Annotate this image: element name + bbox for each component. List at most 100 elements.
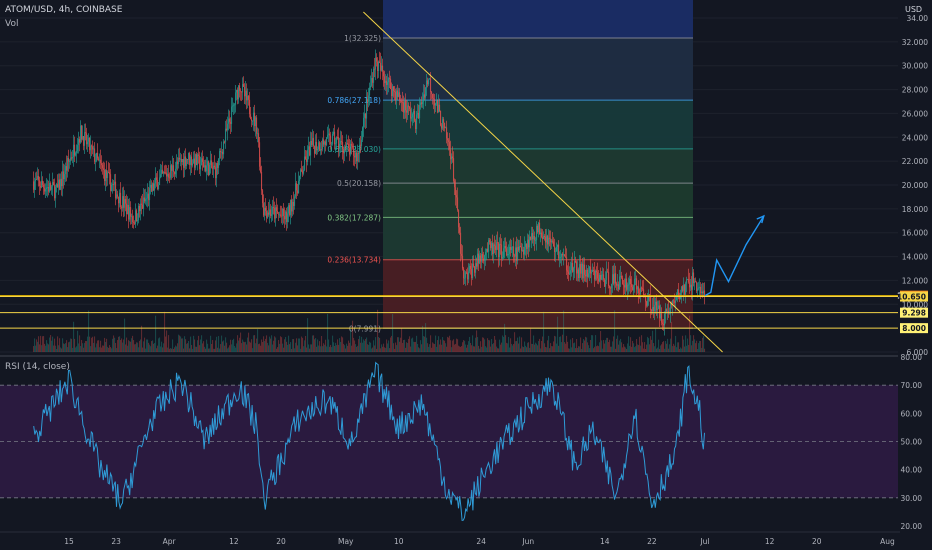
volume-bar — [315, 338, 317, 352]
volume-bar — [403, 340, 405, 352]
volume-bar — [227, 348, 229, 352]
candle-body — [560, 256, 562, 258]
candle-body — [128, 205, 130, 220]
candle-body — [577, 269, 579, 274]
volume-bar — [189, 348, 191, 352]
candle-body — [242, 84, 244, 93]
volume-bar — [157, 345, 159, 352]
candle-body — [694, 281, 696, 283]
candle-body — [430, 78, 432, 92]
candle-body — [463, 268, 465, 279]
forecast-arrow-path[interactable] — [704, 215, 765, 297]
candle-body — [114, 181, 116, 185]
candle-body — [698, 287, 700, 289]
candle-body — [660, 313, 662, 319]
volume-bar — [604, 343, 606, 352]
candle-body — [677, 289, 679, 295]
volume-bar — [274, 336, 276, 352]
volume-bar — [237, 335, 239, 352]
volume-bar — [464, 340, 466, 352]
candle-body — [447, 138, 449, 141]
candle-body — [335, 143, 337, 145]
volume-bar — [270, 338, 272, 352]
candle-body — [152, 183, 154, 192]
volume-bar — [660, 345, 662, 352]
volume-bar — [281, 337, 283, 352]
candle-body — [678, 289, 680, 298]
time-tick-label: 10 — [394, 537, 404, 546]
rsi-tick-label: 70.00 — [901, 381, 923, 390]
candle-body — [42, 180, 44, 185]
candle-body — [261, 171, 263, 191]
volume-bar — [488, 340, 490, 352]
volume-bar — [47, 343, 49, 352]
volume-bar — [60, 347, 62, 352]
candle-body — [194, 158, 196, 168]
candle-body — [113, 184, 115, 185]
volume-bar — [289, 344, 291, 352]
candle-body — [190, 156, 192, 165]
volume-bar — [235, 347, 237, 352]
volume-bar — [133, 340, 135, 352]
candle-body — [464, 277, 466, 279]
candle-body — [117, 194, 119, 197]
candle-body — [84, 132, 86, 146]
volume-bar — [254, 335, 256, 352]
candle-body — [423, 94, 425, 102]
candle-body — [219, 151, 221, 159]
volume-bar — [696, 340, 698, 352]
volume-bar — [288, 335, 290, 352]
volume-bar — [419, 348, 421, 352]
candle-body — [259, 142, 261, 167]
volume-bar — [365, 339, 367, 352]
volume-bar — [38, 336, 40, 352]
volume-bar — [648, 338, 650, 352]
price-tick-label: 22.000 — [902, 157, 928, 166]
candle-body — [581, 263, 583, 274]
candle-body — [359, 144, 361, 154]
volume-bar — [325, 339, 327, 352]
volume-bar — [597, 345, 599, 352]
candle-body — [297, 190, 299, 194]
volume-bar — [520, 348, 522, 352]
candle-body — [376, 57, 378, 62]
volume-bar — [207, 343, 209, 352]
trend-line[interactable] — [363, 11, 723, 353]
volume-bar — [495, 339, 497, 352]
volume-bar — [129, 341, 131, 352]
volume-bar — [136, 342, 138, 352]
candle-body — [438, 104, 440, 113]
candle-body — [683, 284, 685, 292]
symbol-title[interactable]: ATOM/USD, 4h, COINBASE — [5, 5, 123, 15]
candle-body — [172, 165, 174, 171]
volume-bar — [320, 346, 322, 352]
candle-body — [197, 154, 199, 165]
forecast-arrowhead — [756, 214, 765, 224]
candle-body — [144, 197, 146, 202]
volume-bar — [499, 339, 501, 352]
volume-bar — [217, 347, 219, 352]
candle-body — [136, 210, 138, 222]
volume-bar — [544, 343, 546, 352]
volume-bar — [452, 340, 454, 352]
candle-body — [621, 275, 623, 278]
volume-bar — [602, 348, 604, 352]
candle-body — [189, 153, 191, 165]
volume-bar — [367, 344, 369, 352]
candle-body — [159, 177, 161, 185]
candle-body — [493, 244, 495, 255]
volume-bar — [561, 342, 563, 352]
candle-body — [597, 272, 599, 279]
volume-bar — [702, 337, 704, 352]
volume-bar — [51, 340, 53, 352]
volume-bar — [102, 345, 104, 352]
candle-body — [78, 139, 80, 146]
volume-bar — [54, 338, 56, 352]
candle-body — [141, 203, 143, 205]
candle-body — [176, 161, 178, 169]
volume-bar — [397, 337, 399, 352]
volume-bar — [418, 347, 420, 352]
candle-body — [156, 177, 158, 180]
volume-bar — [178, 334, 180, 352]
